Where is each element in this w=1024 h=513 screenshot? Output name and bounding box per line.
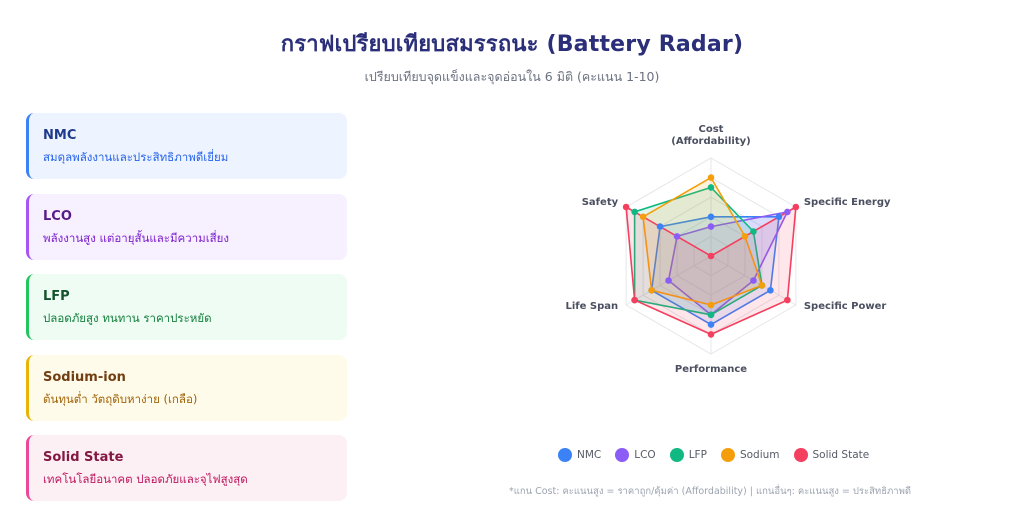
data-point-lfp (750, 228, 757, 235)
radar-chart: Cost (Affordability) Specific Energy Specif… (565, 124, 891, 375)
card-title: NMC (43, 128, 77, 143)
legend-swatch (669, 448, 684, 462)
axis-label: Specific Power (804, 301, 887, 312)
card-sodium-ion: Sodium-ion ต้นทุนต่ำ วัตถุดิบหาง่าย (เกล… (26, 354, 347, 421)
axis-label: Performance (675, 364, 747, 375)
card-description: สมดุลพลังงานและประสิทธิภาพดีเยี่ยม (43, 150, 229, 164)
page-subtitle: เปรียบเทียบจุดแข็งและจุดอ่อนใน 6 มิติ (ค… (364, 69, 660, 84)
card-title: LFP (43, 289, 70, 304)
legend-label: Solid State (812, 449, 870, 461)
data-point-sodium (707, 301, 715, 309)
data-point-lco (784, 208, 791, 216)
data-point-nmc (767, 287, 774, 294)
axis-label: Cost (Affordability) (671, 124, 750, 147)
data-point-nmc (775, 213, 783, 221)
card-title: Sodium-ion (43, 369, 126, 385)
page-title: กราฟเปรียบเทียบสมรรถนะ (Battery Radar) (280, 32, 744, 57)
data-point-solid-state (784, 296, 791, 304)
data-point-lco (707, 223, 715, 230)
legend-label: NMC (577, 449, 602, 461)
data-point-sodium (648, 287, 655, 294)
legend-item-sodium[interactable]: Sodium (720, 448, 780, 462)
data-point-lfp (631, 208, 638, 216)
card-lco: LCO พลังงานสูง แต่อายุสั้นและมีความเสี่ย… (26, 193, 347, 260)
card-nmc: NMC สมดุลพลังงานและประสิทธิภาพดีเยี่ยม (26, 113, 347, 179)
card-lfp: LFP ปลอดภัยสูง ทนทาน ราคาประหยัด (26, 274, 347, 340)
card-title: Solid State (43, 450, 124, 465)
card-solid-state: Solid State เทคโนโลยีอนาคต ปลอดภัยและจุไ… (26, 435, 347, 501)
data-point-nmc (707, 213, 715, 221)
axis-label: Specific Energy (804, 197, 891, 208)
data-point-sodium (758, 282, 766, 289)
legend-swatch (720, 448, 735, 462)
data-point-lco (673, 233, 681, 240)
legend-label: LCO (634, 449, 656, 461)
legend-item-lfp[interactable]: LFP (669, 448, 707, 462)
data-point-nmc (656, 223, 664, 230)
data-point-nmc (707, 321, 715, 328)
legend-item-solid-state[interactable]: Solid State (793, 448, 870, 462)
legend-item-nmc[interactable]: NMC (558, 448, 601, 462)
legend-label: LFP (688, 449, 707, 461)
battery-cards: NMC สมดุลพลังงานและประสิทธิภาพดีเยี่ยม L… (26, 113, 347, 513)
card-description: ปลอดภัยสูง ทนทาน ราคาประหยัด (43, 311, 212, 325)
data-point-lfp (707, 311, 715, 319)
data-point-lfp (707, 184, 715, 191)
chart-footnote: *แกน Cost: คะแนนสูง = ราคาถูก/คุ้มค่า (A… (508, 486, 912, 497)
axis-label: Life Span (565, 301, 618, 312)
data-point-solid-state (707, 252, 715, 260)
data-point-solid-state (707, 331, 715, 338)
legend-swatch (615, 448, 630, 462)
card-description: เทคโนโลยีอนาคต ปลอดภัยและจุไฟสูงสุด (43, 472, 248, 486)
legend-swatch (558, 448, 572, 462)
axis-label: Safety (582, 197, 619, 208)
data-point-lco (750, 277, 757, 284)
chart-legend: NMC LCO LFP Sodium Solid State (558, 446, 883, 464)
data-point-sodium (639, 213, 647, 221)
data-point-sodium (707, 174, 715, 181)
legend-item-lco[interactable]: LCO (615, 448, 656, 462)
card-description: พลังงานสูง แต่อายุสั้นและมีความเสี่ยง (43, 230, 230, 245)
legend-swatch (793, 448, 808, 462)
legend-label: Sodium (739, 449, 780, 461)
data-point-lco (665, 277, 672, 284)
data-point-solid-state (792, 203, 800, 211)
card-title: LCO (43, 208, 72, 224)
data-point-sodium (741, 233, 749, 240)
card-description: ต้นทุนต่ำ วัตถุดิบหาง่าย (เกลือ) (43, 391, 198, 406)
data-point-solid-state (622, 203, 630, 211)
data-point-solid-state (631, 296, 638, 304)
